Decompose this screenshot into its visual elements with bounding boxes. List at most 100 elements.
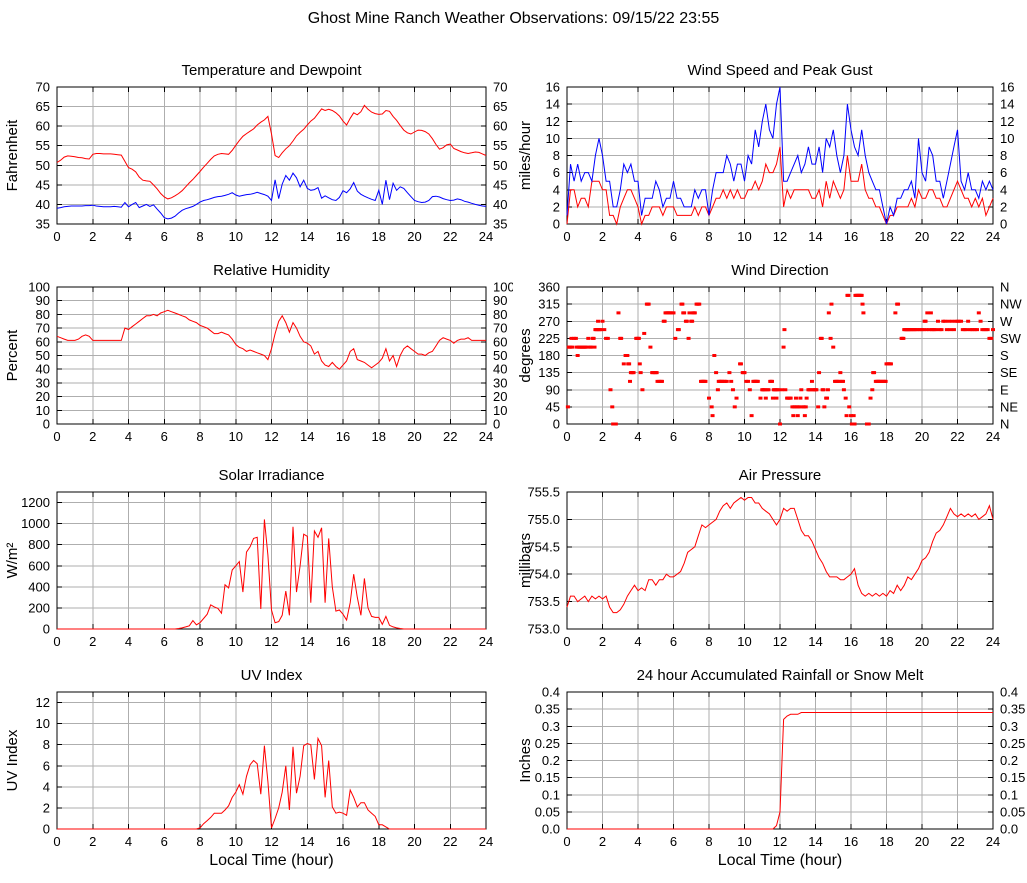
svg-text:0.05: 0.05 [1000, 804, 1025, 819]
svg-text:30: 30 [36, 375, 50, 390]
svg-text:0.25: 0.25 [1000, 736, 1025, 751]
svg-text:4: 4 [125, 229, 132, 244]
svg-text:4: 4 [634, 429, 641, 444]
svg-text:20: 20 [915, 429, 929, 444]
svg-text:40: 40 [493, 197, 507, 212]
svg-text:6: 6 [670, 834, 677, 849]
svg-text:10: 10 [229, 429, 243, 444]
svg-text:753.0: 753.0 [527, 622, 560, 637]
svg-text:4: 4 [634, 634, 641, 649]
svg-text:10: 10 [36, 403, 50, 418]
svg-text:14: 14 [300, 429, 314, 444]
svg-text:0.35: 0.35 [535, 702, 560, 717]
svg-text:40: 40 [493, 362, 507, 377]
svg-text:24: 24 [479, 634, 493, 649]
chart-temperature-and-dewpoint: 35 40 45 50 55 60 65 70 35 40 45 50 55 60 65 70 0 2 4 6 8 10 1… [0, 55, 513, 255]
svg-text:10: 10 [737, 429, 751, 444]
page-title: Ghost Mine Ranch Weather Observations: 0… [307, 10, 720, 27]
chart-uv-index: 0 2 4 6 8 10 12 0 2 4 6 8 10 12 14 16 18 20 22 24 UV Index UV… [0, 660, 513, 878]
svg-text:4: 4 [43, 779, 50, 794]
svg-text:10: 10 [546, 131, 560, 146]
svg-text:6: 6 [670, 429, 677, 444]
svg-text:2: 2 [553, 199, 560, 214]
svg-text:755.5: 755.5 [527, 485, 560, 500]
svg-text:Inches: Inches [517, 738, 534, 782]
svg-text:24 hour Accumulated Rainfall o: 24 hour Accumulated Rainfall or Snow Mel… [637, 667, 925, 684]
svg-text:2: 2 [1000, 199, 1007, 214]
svg-text:80: 80 [36, 307, 50, 322]
svg-text:22: 22 [950, 229, 964, 244]
svg-text:2: 2 [599, 834, 606, 849]
svg-text:0.1: 0.1 [1000, 787, 1018, 802]
svg-text:0: 0 [553, 417, 560, 432]
svg-text:18: 18 [372, 429, 386, 444]
svg-text:2: 2 [89, 834, 96, 849]
svg-text:18: 18 [372, 834, 386, 849]
svg-text:18: 18 [879, 229, 893, 244]
svg-text:60: 60 [493, 334, 507, 349]
svg-text:70: 70 [493, 321, 507, 336]
svg-text:0.15: 0.15 [535, 770, 560, 785]
svg-text:18: 18 [879, 429, 893, 444]
svg-text:50: 50 [36, 158, 50, 173]
svg-text:24: 24 [986, 834, 1000, 849]
svg-text:16: 16 [1000, 80, 1014, 95]
svg-text:NE: NE [1000, 399, 1018, 414]
svg-text:20: 20 [407, 429, 421, 444]
svg-text:16: 16 [336, 229, 350, 244]
svg-text:18: 18 [372, 634, 386, 649]
svg-text:10: 10 [229, 634, 243, 649]
svg-text:70: 70 [493, 80, 507, 95]
svg-text:4: 4 [634, 229, 641, 244]
svg-text:10: 10 [493, 403, 507, 418]
svg-text:6: 6 [670, 634, 677, 649]
svg-text:0.1: 0.1 [542, 787, 560, 802]
svg-text:E: E [1000, 382, 1009, 397]
svg-text:35: 35 [493, 217, 507, 232]
svg-text:10: 10 [737, 229, 751, 244]
svg-text:16: 16 [844, 834, 858, 849]
svg-text:16: 16 [336, 834, 350, 849]
svg-text:Wind Direction: Wind Direction [731, 262, 829, 279]
svg-text:55: 55 [493, 138, 507, 153]
svg-text:2: 2 [89, 429, 96, 444]
svg-text:35: 35 [36, 217, 50, 232]
svg-text:6: 6 [1000, 165, 1007, 180]
svg-text:12: 12 [773, 834, 787, 849]
svg-text:0: 0 [43, 822, 50, 837]
svg-text:0.3: 0.3 [1000, 719, 1018, 734]
svg-text:18: 18 [372, 229, 386, 244]
svg-text:20: 20 [36, 389, 50, 404]
svg-text:0: 0 [563, 634, 570, 649]
svg-text:14: 14 [808, 634, 822, 649]
svg-text:0: 0 [563, 429, 570, 444]
svg-text:16: 16 [336, 429, 350, 444]
svg-text:Relative Humidity: Relative Humidity [213, 262, 330, 279]
svg-text:22: 22 [443, 229, 457, 244]
svg-text:55: 55 [36, 138, 50, 153]
svg-text:0.15: 0.15 [1000, 770, 1025, 785]
svg-text:20: 20 [915, 634, 929, 649]
svg-text:8: 8 [1000, 148, 1007, 163]
svg-text:NW: NW [1000, 297, 1022, 312]
svg-text:20: 20 [915, 229, 929, 244]
svg-text:16: 16 [844, 429, 858, 444]
svg-text:135: 135 [538, 365, 560, 380]
svg-text:4: 4 [125, 834, 132, 849]
svg-text:Local Time (hour): Local Time (hour) [209, 852, 334, 869]
svg-text:8: 8 [196, 229, 203, 244]
svg-text:SW: SW [1000, 331, 1022, 346]
svg-text:2: 2 [89, 229, 96, 244]
svg-text:45: 45 [36, 177, 50, 192]
charts-grid: 35 40 45 50 55 60 65 70 35 40 45 50 55 60 65 70 0 2 4 6 8 10 1… [0, 55, 1027, 878]
svg-text:22: 22 [443, 429, 457, 444]
svg-text:UV Index: UV Index [4, 729, 21, 791]
svg-text:SE: SE [1000, 365, 1018, 380]
svg-text:80: 80 [493, 307, 507, 322]
svg-text:0: 0 [43, 417, 50, 432]
svg-text:100: 100 [493, 280, 513, 295]
svg-text:6: 6 [161, 634, 168, 649]
